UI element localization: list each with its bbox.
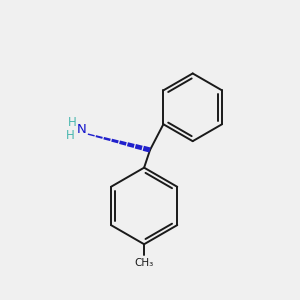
Text: N: N — [76, 123, 86, 136]
Text: H: H — [68, 116, 77, 128]
Text: H: H — [66, 129, 75, 142]
Text: CH₃: CH₃ — [134, 258, 154, 268]
